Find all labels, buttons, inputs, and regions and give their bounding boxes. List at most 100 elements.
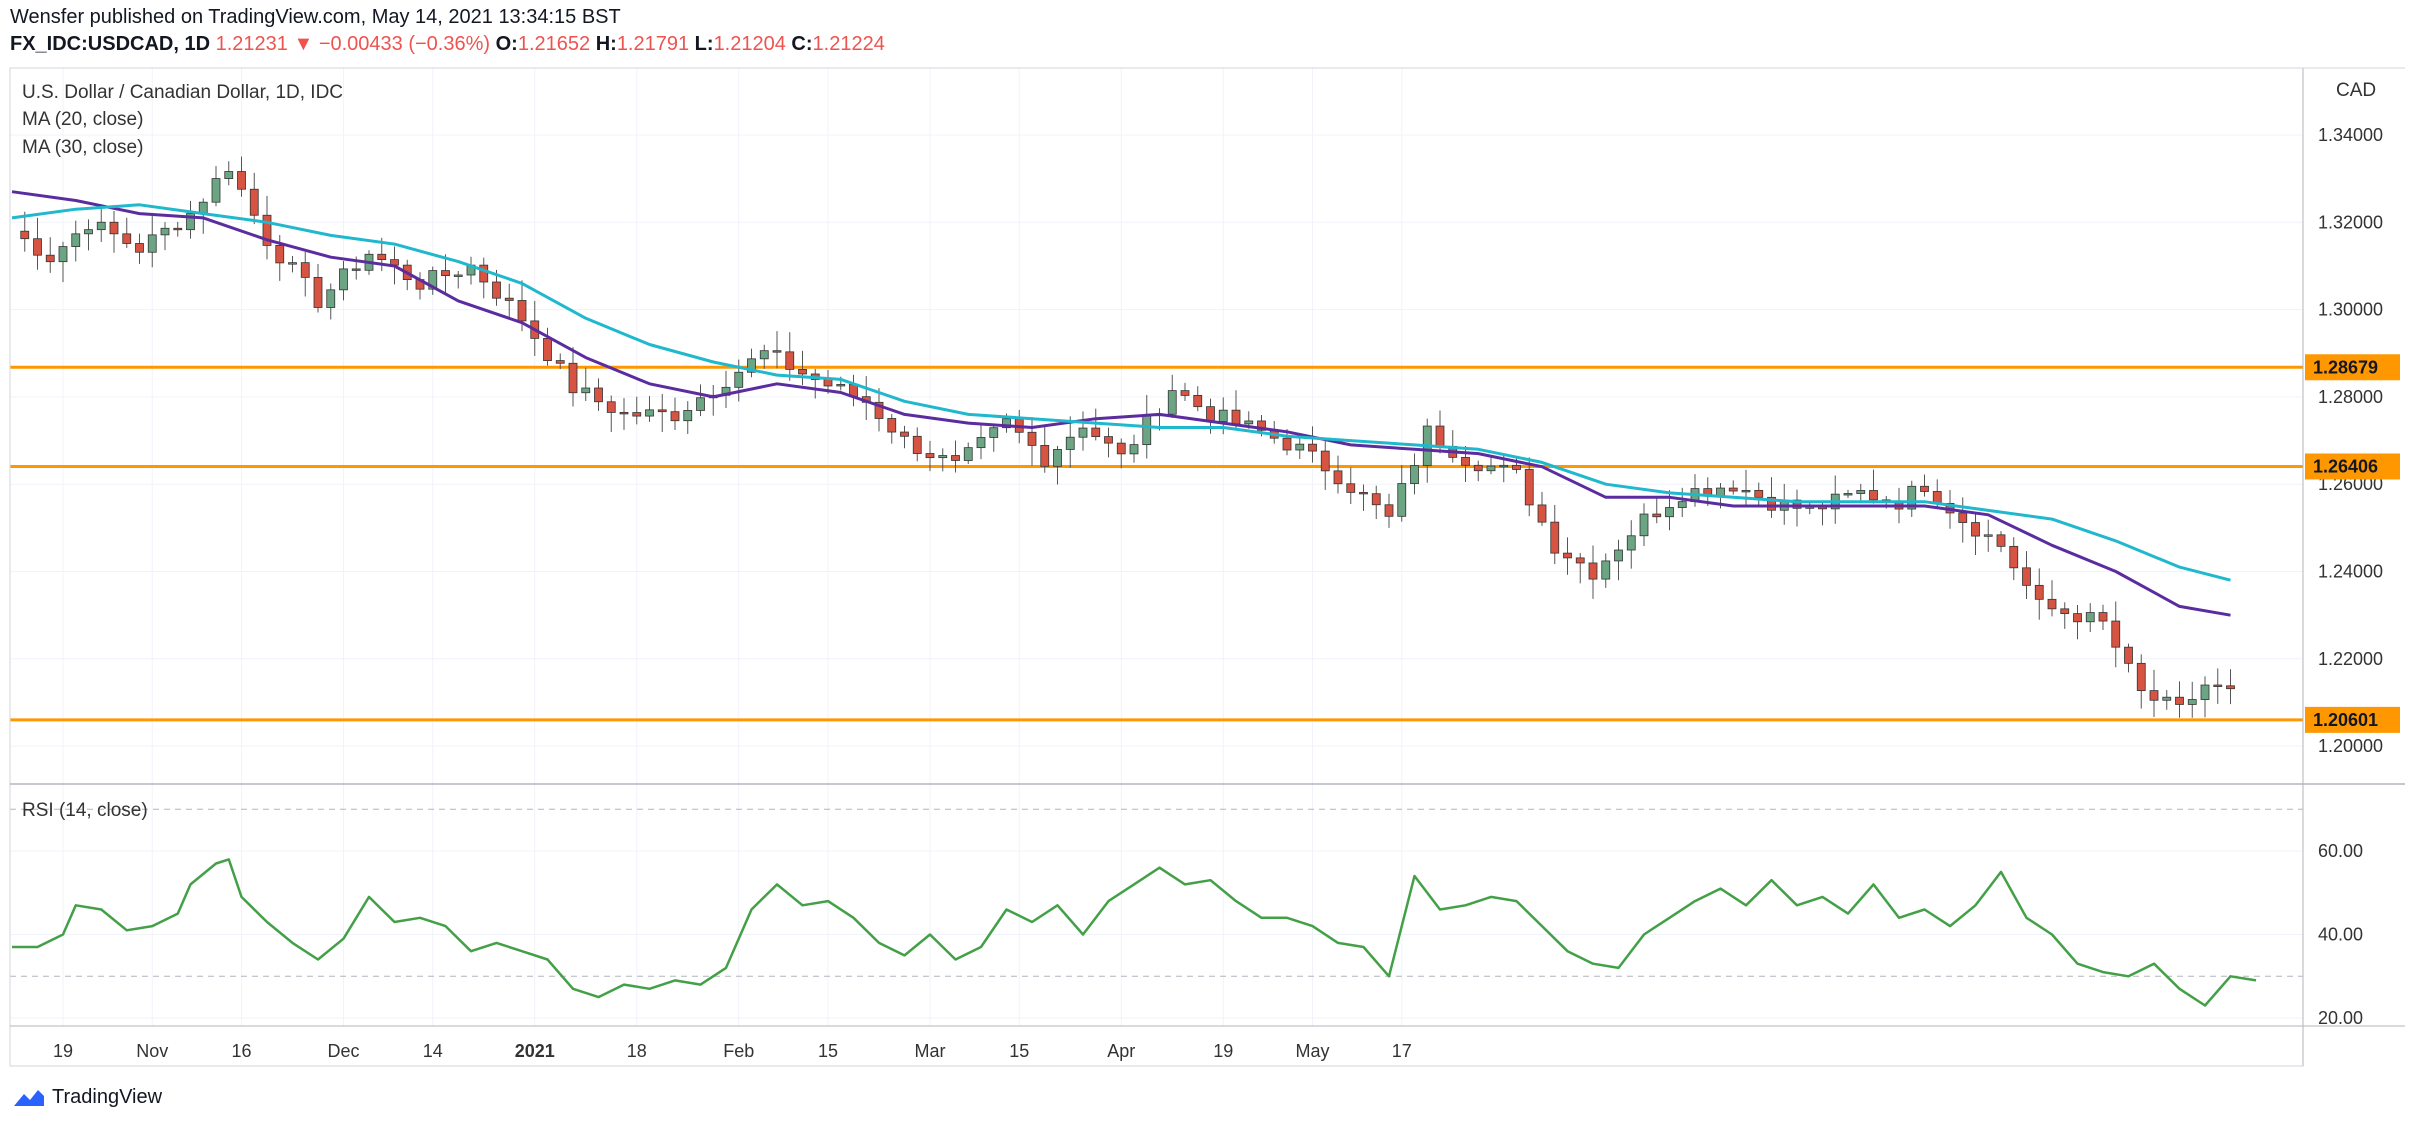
candle-body [606,401,616,413]
candle-body [1741,490,1751,493]
candle-body [657,409,667,413]
candle-body [504,297,514,301]
candle-body [2047,598,2057,610]
candle-body [1767,496,1776,511]
candle-body [1333,470,1343,485]
candle-body [1626,535,1636,551]
candle-body [492,281,501,299]
candle-body [645,409,654,417]
candle-body [1002,418,1011,429]
down-arrow-icon: ▼ [293,33,314,55]
candle-body [1384,504,1394,517]
candle-body [71,233,81,247]
candle-body [1728,487,1738,492]
candle-body [759,350,769,360]
candle-body [313,276,323,308]
candle-body [288,262,297,265]
ma30-legend[interactable]: MA (30, close) [22,137,144,158]
candle-body [670,411,680,422]
candle-body [874,401,884,419]
candle-body [20,230,30,240]
candle-body [1320,450,1330,472]
open-label: O: [495,33,518,55]
candle-body [1397,483,1407,517]
candle-body [1461,456,1470,466]
time-tick-label: 19 [53,1041,73,1061]
candle-body [696,397,705,411]
candle-body [632,412,642,417]
candle-body [1563,552,1572,559]
candle-body [925,453,935,459]
candle-body [1843,493,1853,496]
candle-body [211,178,221,203]
candle-body [1435,425,1445,447]
time-tick-label: May [1295,1041,1329,1061]
candle-body [275,245,285,264]
candle-body [1295,443,1305,451]
candle-body [2124,646,2133,664]
candle-body [683,410,693,422]
level-price-tag [2305,354,2400,381]
close-label: C: [791,33,813,55]
time-tick-label: 2021 [515,1041,555,1061]
tradingview-logo-icon [14,1089,44,1106]
price-tick-label: 1.24000 [2318,562,2383,582]
axes: 19 Nov 16 Dec 14 2021 18 Feb 15 Mar 15 Apr 19 May 17 1.… [9,67,2405,1067]
close-value: 1.21224 [812,33,885,55]
rsi-series [12,858,2257,1007]
candle-body [1614,549,1623,562]
candle-body [1537,504,1547,523]
candle-body [1856,490,1866,494]
level-price-tag [2305,453,2400,480]
candle-body [1104,436,1113,444]
candle-body [262,214,272,246]
ma20-line [11,190,2231,617]
candle-body [900,431,909,437]
price-tick-label: 1.32000 [2318,212,2383,232]
rsi-legend[interactable]: RSI (14, close) [22,800,148,821]
support-resistance-levels [10,365,2303,722]
candle-body [1677,501,1687,508]
rsi-tick-label: 60.00 [2318,841,2363,861]
candle-body [543,338,552,361]
candlestick-series [20,156,2235,718]
candle-body [1359,492,1368,495]
symbol-text: FX_IDC:USDCAD, 1D [10,33,211,55]
candle-body [963,447,973,461]
candle-body [441,270,450,277]
publish-info: Wensfer published on TradingView.com, Ma… [10,6,621,29]
main-chart-title[interactable]: U.S. Dollar / Canadian Dollar, 1D, IDC [22,82,344,103]
candle-body [428,270,438,290]
candle-body [1907,485,1917,510]
candle-body [1996,534,2006,547]
candle-body [2149,690,2159,701]
candle-body [1550,521,1560,554]
footer-brand[interactable]: TradingView [12,1086,162,1109]
candle-body [594,387,603,403]
ma20-legend[interactable]: MA (20, close) [22,109,144,130]
rsi-line [12,858,2257,1007]
candle-body [1665,507,1674,518]
time-tick-label: 16 [231,1041,251,1061]
candle-body [1473,464,1483,472]
candle-body [58,246,68,263]
candle-body [1486,465,1496,472]
candle-body [1792,499,1802,509]
candle-body [33,238,42,256]
symbol-ohlc-bar: FX_IDC:USDCAD, 1D 1.21231 ▼ −0.00433 (−0… [10,33,885,56]
high-value: 1.21791 [616,33,690,55]
candle-body [1257,420,1266,431]
candle-body [1244,420,1254,425]
candle-body [1282,437,1292,451]
candle-body [951,455,960,461]
candle-body [2175,696,2184,705]
time-tick-label: 19 [1213,1041,1233,1061]
moving-average-lines [11,190,2231,617]
candle-body [619,412,629,415]
price-tick-label: 1.22000 [2318,649,2383,669]
publisher-text: Wensfer published on TradingView.com, Ma… [10,6,621,28]
price-tick-label: 1.20000 [2318,736,2383,756]
candle-body [1065,436,1075,450]
candle-body [989,427,999,438]
candle-body [581,387,591,394]
